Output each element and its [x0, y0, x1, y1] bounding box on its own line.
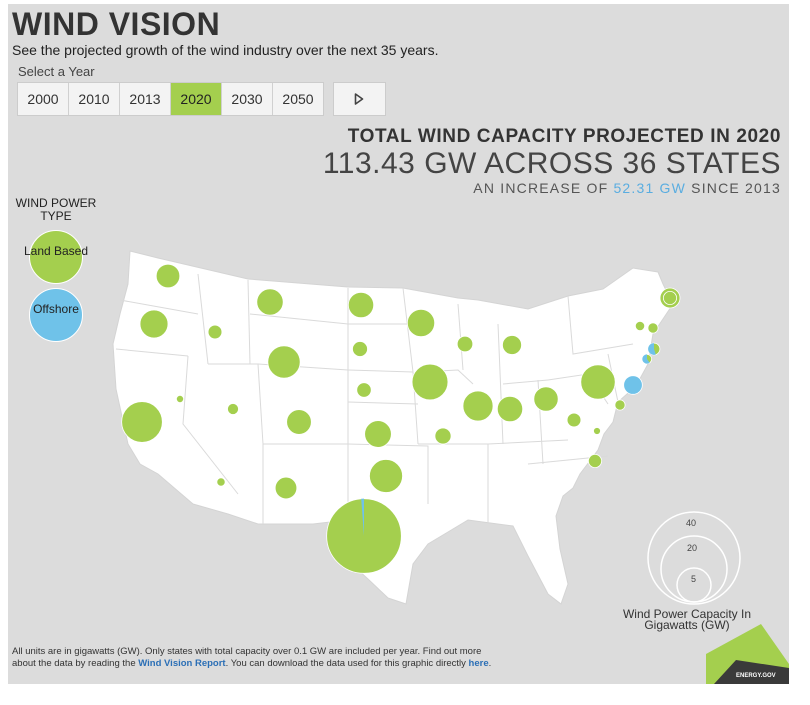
bubble-ut[interactable] [227, 403, 239, 415]
download-data-link[interactable]: here [468, 658, 489, 669]
bubble-mi[interactable] [502, 335, 522, 355]
bubble-il[interactable] [462, 390, 494, 422]
capacity-stats: TOTAL WIND CAPACITY PROJECTED IN 2020 11… [323, 126, 781, 196]
bubble-ri-offshore-slice [642, 354, 650, 364]
bubble-co[interactable] [286, 409, 312, 435]
bubble-tx-offshore-slice [361, 498, 364, 536]
year-button-2020[interactable]: 2020 [171, 83, 222, 115]
size-legend-value-40: 40 [686, 518, 696, 528]
bubble-nh[interactable] [647, 322, 659, 334]
bubble-wi[interactable] [456, 335, 474, 353]
size-legend-label: Wind Power Capacity In Gigawatts (GW) [622, 607, 752, 632]
bubble-va[interactable] [593, 427, 601, 435]
bubble-ks[interactable] [364, 420, 392, 448]
increase-value: 52.31 GW [613, 180, 687, 196]
footnote: All units are in gigawatts (GW). Only st… [12, 646, 492, 670]
bubble-in[interactable] [496, 395, 524, 423]
us-landmass [112, 250, 674, 605]
bubble-or[interactable] [139, 309, 169, 339]
bubble-nm[interactable] [274, 476, 298, 500]
size-legend: 40 20 5 [647, 511, 741, 605]
play-icon [354, 93, 364, 105]
offshore-legend-label: Offshore [33, 302, 79, 316]
bubble-mt[interactable] [256, 288, 284, 316]
logo-dark-fold [714, 660, 789, 684]
stats-main-line: 113.43 GW ACROSS 36 STATES [322, 147, 781, 180]
bubble-oh[interactable] [533, 386, 559, 412]
year-button-2013[interactable]: 2013 [120, 83, 171, 115]
page-subtitle: See the projected growth of the wind ind… [12, 42, 439, 58]
bubble-nv[interactable] [175, 394, 185, 404]
increase-suffix: SINCE 2013 [686, 180, 781, 196]
type-legend-title: WIND POWER TYPE [15, 196, 97, 223]
size-legend-value-20: 20 [687, 543, 697, 553]
bubble-nd[interactable] [347, 291, 375, 319]
wind-vision-panel: WIND VISION See the projected growth of … [8, 4, 789, 684]
bubble-id[interactable] [207, 324, 223, 340]
year-button-2050[interactable]: 2050 [282, 91, 314, 107]
bubble-ma-offshore-slice [648, 343, 656, 355]
select-year-label: Select a Year [18, 64, 95, 79]
bubble-wy[interactable] [267, 345, 301, 379]
land-legend-label: Land Based [23, 244, 89, 258]
year-selector: 2000 2010 2013 2020 2030 2050 [17, 82, 324, 116]
bubble-wa[interactable] [155, 263, 181, 289]
bubble-mo[interactable] [434, 427, 452, 445]
footnote-text-3: . [488, 658, 492, 669]
play-button[interactable] [333, 82, 386, 116]
bubble-sd[interactable] [352, 341, 368, 357]
bubble-pa[interactable] [580, 364, 616, 400]
bubble-ca[interactable] [121, 401, 163, 443]
wind-vision-report-link[interactable]: Wind Vision Report [138, 658, 226, 669]
footnote-text-1: All units are in gigawatts (GW). Only st… [12, 646, 482, 669]
offshore-legend-swatch [29, 288, 83, 342]
increase-prefix: AN INCREASE OF [473, 180, 614, 196]
size-legend-circle-40 [647, 511, 741, 605]
stats-heading: TOTAL WIND CAPACITY PROJECTED IN 2020 [347, 126, 781, 147]
bubble-ok[interactable] [369, 459, 403, 493]
size-legend-value-5: 5 [691, 574, 696, 584]
land-legend-swatch [29, 230, 83, 284]
stats-increase: AN INCREASE OF 52.31 GW SINCE 2013 [323, 180, 781, 196]
bubble-ia[interactable] [411, 363, 449, 401]
year-button-2000[interactable]: 2000 [18, 83, 69, 115]
page-title: WIND VISION [12, 6, 221, 42]
bubble-az[interactable] [216, 477, 226, 487]
year-button-2030[interactable]: 2030 [222, 83, 273, 115]
energy-gov-logo[interactable]: ENERGY.GOV [706, 624, 789, 684]
bubble-wv[interactable] [566, 412, 582, 428]
capacity-bubbles [121, 263, 681, 574]
bubble-md[interactable] [614, 399, 626, 411]
bubble-vt[interactable] [634, 320, 646, 332]
bubble-ne[interactable] [356, 382, 372, 398]
bubble-nc[interactable] [588, 453, 603, 468]
bubble-nj[interactable] [623, 375, 643, 395]
footnote-text-2: . You can download the data used for thi… [225, 658, 469, 669]
year-button-2010[interactable]: 2010 [69, 83, 120, 115]
logo-text: ENERGY.GOV [736, 673, 776, 679]
us-wind-map: 40 20 5 [112, 250, 741, 605]
bubble-me[interactable] [663, 290, 678, 305]
size-legend-circle-5 [676, 567, 712, 603]
bubble-mn[interactable] [406, 308, 436, 338]
